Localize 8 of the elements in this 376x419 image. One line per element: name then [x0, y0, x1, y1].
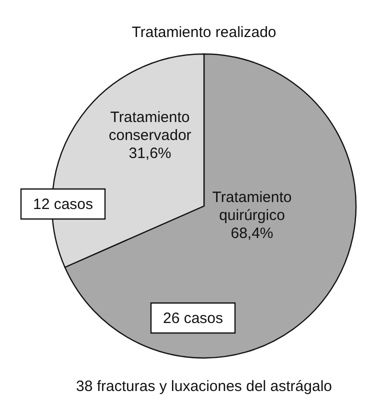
slice-label: Tratamiento quirúrgico [212, 189, 292, 224]
chart-title: Tratamiento realizado [132, 24, 276, 41]
text: 38 fracturas y luxaciones del astrágalo [76, 378, 332, 395]
text: 26 casos [162, 310, 224, 327]
data-label: 31,6% [128, 145, 172, 162]
data-label: 68,4% [230, 225, 274, 242]
text: 12 casos [32, 196, 94, 213]
slice-label: Tratamiento conservador [108, 109, 192, 144]
